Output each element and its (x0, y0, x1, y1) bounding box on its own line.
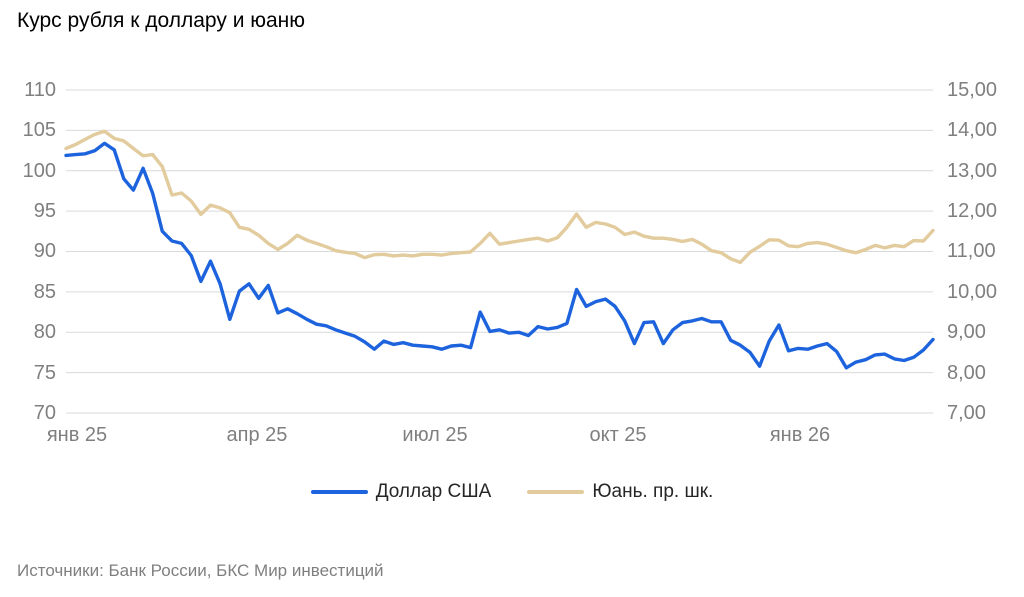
y-right-tick: 13,00 (947, 160, 998, 182)
x-tick: июл 25 (402, 424, 468, 446)
y-right-tick: 11,00 (947, 240, 996, 262)
y-left-tick: 100 (22, 160, 56, 182)
legend-item-cny: Юань. пр. шк. (527, 481, 713, 503)
y-left-tick: 85 (33, 281, 56, 303)
legend-line-usd-icon (310, 490, 368, 494)
x-tick: окт 25 (589, 424, 647, 446)
legend-label-cny: Юань. пр. шк. (592, 481, 714, 502)
x-tick: янв 26 (769, 424, 831, 446)
source-note: Источники: Банк России, БКС Мир инвестиц… (17, 561, 384, 580)
y-right-tick: 9,00 (947, 321, 986, 343)
y-right-tick: 15,00 (947, 79, 998, 101)
series-layer (64, 129, 935, 370)
y-right-tick: 14,00 (947, 119, 998, 141)
series-line-usd (64, 141, 935, 370)
legend-label-usd: Доллар США (375, 481, 492, 502)
y-left-tick: 105 (22, 119, 56, 141)
y-left-tick: 80 (33, 321, 56, 343)
legend: Доллар США Юань. пр. шк. (0, 481, 1024, 503)
plot-svg (64, 89, 935, 414)
y-right-tick: 7,00 (947, 402, 986, 424)
y-right-tick: 10,00 (947, 281, 998, 303)
gridlines (66, 89, 933, 414)
y-left-tick: 110 (24, 79, 56, 101)
y-left-tick: 95 (33, 200, 56, 222)
y-right-tick: 8,00 (947, 362, 986, 384)
x-tick: апр 25 (226, 424, 288, 446)
legend-item-usd: Доллар США (310, 481, 492, 503)
y-left-tick: 75 (33, 362, 56, 384)
series-line-cny (64, 129, 935, 265)
y-right-tick: 12,00 (947, 200, 998, 222)
y-left-tick: 70 (33, 402, 56, 424)
chart-title: Курс рубля к доллару и юаню (17, 9, 306, 32)
x-tick: янв 25 (46, 424, 108, 446)
legend-line-cny-icon (527, 490, 585, 494)
y-left-tick: 90 (33, 240, 56, 262)
